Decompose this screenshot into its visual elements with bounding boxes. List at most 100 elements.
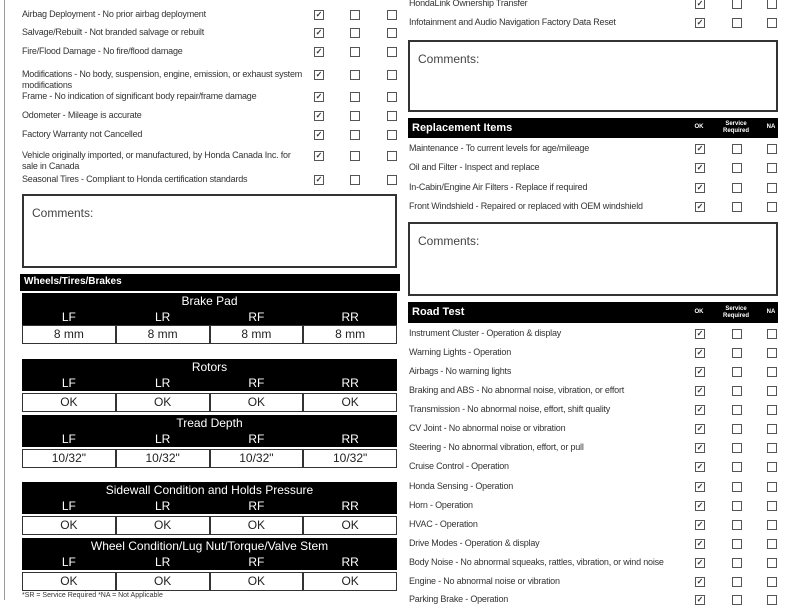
wheel-value-cell[interactable]: 8 mm [211,326,305,343]
checkbox-ok[interactable] [314,175,324,185]
checkbox-sr[interactable] [732,577,742,587]
checkbox-na[interactable] [767,202,777,212]
wheel-value-cell[interactable]: 8 mm [23,326,117,343]
checkbox-ok[interactable] [695,482,705,492]
checkbox-sr[interactable] [350,130,360,140]
checkbox-sr[interactable] [732,462,742,472]
wheel-value-cell[interactable]: 10/32" [211,450,305,467]
checkbox-sr[interactable] [732,329,742,339]
checkbox-sr[interactable] [732,367,742,377]
checkbox-sr[interactable] [350,70,360,80]
checkbox-ok[interactable] [695,424,705,434]
checkbox-na[interactable] [387,151,397,161]
checkbox-sr[interactable] [732,405,742,415]
checkbox-sr[interactable] [732,539,742,549]
checkbox-sr[interactable] [732,558,742,568]
checkbox-ok[interactable] [695,348,705,358]
checkbox-ok[interactable] [695,163,705,173]
wheel-value-cell[interactable]: OK [341,518,359,532]
checkbox-na[interactable] [767,329,777,339]
checkbox-sr[interactable] [732,18,742,28]
checkbox-sr[interactable] [732,482,742,492]
checkbox-na[interactable] [767,520,777,530]
checkbox-na[interactable] [767,595,777,605]
wheel-value-cell[interactable]: OK [23,394,117,411]
checkbox-na[interactable] [387,28,397,38]
checkbox-na[interactable] [767,424,777,434]
wheel-value-cell[interactable]: OK [117,517,211,534]
wheel-value-cell[interactable]: OK [211,517,305,534]
wheel-value-cell[interactable]: 8 mm [335,327,366,341]
checkbox-na[interactable] [387,111,397,121]
checkbox-ok[interactable] [314,10,324,20]
checkbox-sr[interactable] [732,520,742,530]
checkbox-sr[interactable] [732,348,742,358]
checkbox-na[interactable] [387,10,397,20]
checkbox-ok[interactable] [695,144,705,154]
checkbox-ok[interactable] [695,202,705,212]
wheel-value-cell[interactable]: OK [211,394,305,411]
checkbox-na[interactable] [767,348,777,358]
comments-box[interactable]: Comments: [22,194,397,268]
checkbox-na[interactable] [767,577,777,587]
wheel-value-cell[interactable]: OK [117,394,211,411]
checkbox-na[interactable] [767,144,777,154]
checkbox-ok[interactable] [695,462,705,472]
checkbox-sr[interactable] [732,424,742,434]
checkbox-sr[interactable] [732,144,742,154]
checkbox-na[interactable] [767,501,777,511]
checkbox-na[interactable] [767,386,777,396]
checkbox-ok[interactable] [695,577,705,587]
checkbox-na[interactable] [387,70,397,80]
wheel-value-cell[interactable]: OK [23,517,117,534]
checkbox-ok[interactable] [314,151,324,161]
comments-box[interactable]: Comments: [408,40,778,112]
checkbox-sr[interactable] [350,28,360,38]
wheel-value-cell[interactable]: OK [341,395,359,409]
checkbox-ok[interactable] [695,520,705,530]
checkbox-sr[interactable] [732,595,742,605]
checkbox-sr[interactable] [350,175,360,185]
wheel-value-cell[interactable]: OK [211,573,305,590]
checkbox-na[interactable] [767,18,777,28]
checkbox-sr[interactable] [732,443,742,453]
checkbox-ok[interactable] [695,443,705,453]
wheel-value-cell[interactable]: OK [341,574,359,588]
checkbox-na[interactable] [387,175,397,185]
wheel-value-cell[interactable]: 10/32" [117,450,211,467]
checkbox-ok[interactable] [695,329,705,339]
wheel-value-cell[interactable]: 8 mm [117,326,211,343]
checkbox-ok[interactable] [695,501,705,511]
checkbox-ok[interactable] [695,558,705,568]
checkbox-ok[interactable] [314,28,324,38]
checkbox-sr[interactable] [732,501,742,511]
checkbox-ok[interactable] [314,111,324,121]
checkbox-na[interactable] [767,558,777,568]
checkbox-sr[interactable] [350,10,360,20]
checkbox-ok[interactable] [314,130,324,140]
checkbox-na[interactable] [387,47,397,57]
checkbox-sr[interactable] [732,0,742,9]
checkbox-sr[interactable] [350,92,360,102]
wheel-value-cell[interactable]: OK [117,573,211,590]
checkbox-sr[interactable] [732,163,742,173]
checkbox-na[interactable] [767,163,777,173]
checkbox-ok[interactable] [695,0,705,9]
checkbox-na[interactable] [767,482,777,492]
checkbox-na[interactable] [387,92,397,102]
comments-box[interactable]: Comments: [408,222,778,296]
checkbox-ok[interactable] [314,92,324,102]
checkbox-sr[interactable] [350,47,360,57]
checkbox-ok[interactable] [695,183,705,193]
checkbox-ok[interactable] [695,18,705,28]
checkbox-ok[interactable] [314,47,324,57]
checkbox-na[interactable] [767,539,777,549]
checkbox-na[interactable] [387,130,397,140]
checkbox-sr[interactable] [732,386,742,396]
checkbox-na[interactable] [767,405,777,415]
checkbox-na[interactable] [767,443,777,453]
checkbox-ok[interactable] [695,367,705,377]
checkbox-na[interactable] [767,0,777,9]
wheel-value-cell[interactable]: OK [23,573,117,590]
wheel-value-cell[interactable]: 10/32" [332,451,368,465]
